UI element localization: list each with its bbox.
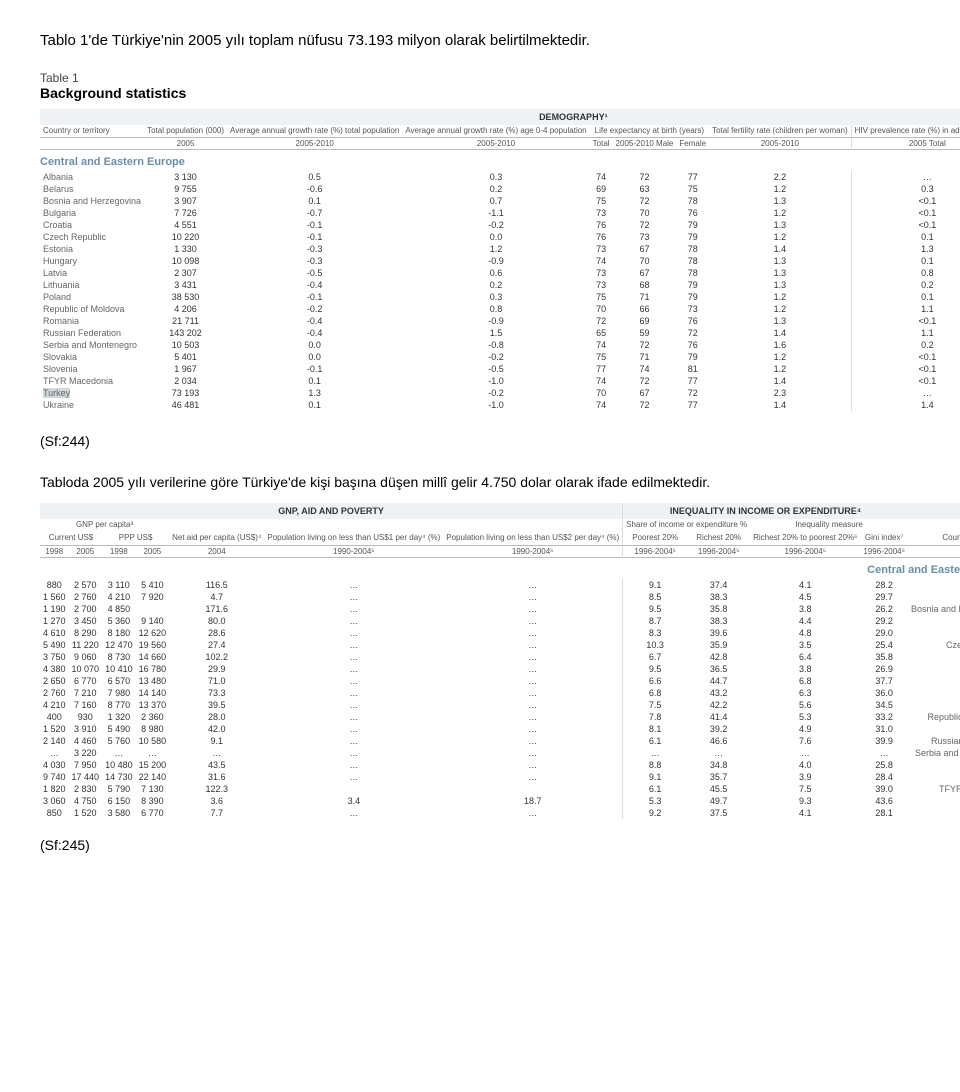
- table-row: 1 2703 4505 3609 14080.0……8.738.34.429.2…: [40, 615, 960, 627]
- table-row: Slovakia5 4010.0-0.27571791.2<0.1……: [40, 351, 960, 363]
- table-row: …3 220………………………Serbia and Montenegro: [40, 747, 960, 759]
- table-row: 5 49011 22012 47019 56027.4……10.335.93.5…: [40, 639, 960, 651]
- sf-ref-2: (Sf:245): [40, 837, 920, 853]
- table-row: Croatia4 551-0.1-0.27672791.3<0.1……: [40, 219, 960, 231]
- table-row: Latvia2 307-0.50.67367781.30.822…: [40, 267, 960, 279]
- table-row: 4 38010 07010 41016 78029.9……9.536.53.82…: [40, 663, 960, 675]
- table-row: Poland38 530-0.10.37571791.20.130…: [40, 291, 960, 303]
- table-row: 4 2107 1608 77013 37039.5……7.542.25.634.…: [40, 699, 960, 711]
- table-row: 4 6108 2908 18012 62028.6……8.339.64.829.…: [40, 627, 960, 639]
- table-row: 2 6506 7706 57013 48071.0……6.644.76.837.…: [40, 675, 960, 687]
- table-row: Lithuania3 431-0.40.27368791.30.2……: [40, 279, 960, 291]
- table-row: Romania21 711-0.4-0.97269761.3<0.1……: [40, 315, 960, 327]
- table-row: 3 0604 7506 1508 3903.63.418.75.349.79.3…: [40, 795, 960, 807]
- table1: DEMOGRAPHY¹HIV/AIDS² Country or territor…: [40, 109, 960, 412]
- table-row: Slovenia1 967-0.1-0.57774811.2<0.1……: [40, 363, 960, 375]
- table-row: 1 1902 7004 850171.6……9.535.83.826.2Bosn…: [40, 603, 960, 615]
- mid-text: Tabloda 2005 yılı verilerine göre Türkiy…: [40, 472, 920, 493]
- table-row: TFYR Macedonia2 0340.1-1.07472771.4<0.1……: [40, 375, 960, 387]
- table-row: Serbia and Montenegro10 5030.0-0.8747276…: [40, 339, 960, 351]
- table-row: Bulgaria7 726-0.7-1.17370761.2<0.1……: [40, 207, 960, 219]
- table-row: Estonia1 330-0.31.27367781.41.324…: [40, 243, 960, 255]
- intro-text: Tablo 1'de Türkiye'nin 2005 yılı toplam …: [40, 30, 920, 53]
- table1-number: Table 1: [40, 71, 920, 85]
- table-row: 1 5203 9105 4908 98042.0……8.139.24.931.0…: [40, 723, 960, 735]
- table-row: 1 5602 7604 2107 9204.7……8.538.34.529.7B…: [40, 591, 960, 603]
- table-row: Republic of Moldova4 206-0.20.87066731.2…: [40, 303, 960, 315]
- table-row: Bosnia and Herzegovina3 9070.10.77572781…: [40, 195, 960, 207]
- sf-ref-1: (Sf:244): [40, 431, 920, 452]
- table-row: Ukraine46 4810.1-1.07472771.41.449…: [40, 399, 960, 411]
- table-row: 8802 5703 1105 410116.5……9.137.44.128.2A…: [40, 579, 960, 591]
- table-row: Belarus9 755-0.60.26963751.20.326…: [40, 183, 960, 195]
- table-row: 2 7607 2107 98014 14073.3……6.843.26.336.…: [40, 687, 960, 699]
- table-row: 4009301 3202 36028.0……7.841.45.333.2Repu…: [40, 711, 960, 723]
- table-row: 1 8202 8305 7907 130122.36.145.57.539.0T…: [40, 783, 960, 795]
- table1-subtitle: Background statistics: [40, 85, 920, 101]
- table-row: Albania3 1300.50.37472772.2………: [40, 171, 960, 183]
- table-row: Russian Federation143 202-0.41.56559721.…: [40, 327, 960, 339]
- table-row: 9 74017 44014 73022 14031.6……9.135.73.92…: [40, 771, 960, 783]
- table-row: Czech Republic10 220-0.10.07673791.20.1……: [40, 231, 960, 243]
- table-row: 2 1404 4605 76010 5809.1……6.146.67.639.9…: [40, 735, 960, 747]
- table2: GNP, AID AND POVERTYINEQUALITY IN INCOME…: [40, 503, 960, 819]
- table-row: Hungary10 098-0.3-0.97470781.30.1……: [40, 255, 960, 267]
- table-row: Turkey73 1931.3-0.27067722.3………: [40, 387, 960, 399]
- region-header: Central and Eastern Europe: [40, 150, 960, 172]
- table-row: 8501 5203 5806 7707.7……9.237.54.128.1Ukr…: [40, 807, 960, 819]
- table-row: 3 7509 0608 73014 660102.2……6.742.86.435…: [40, 651, 960, 663]
- table-row: 4 0307 95010 48015 20043.5……8.834.84.025…: [40, 759, 960, 771]
- region-header-2: Central and Eastern Europe: [40, 557, 960, 579]
